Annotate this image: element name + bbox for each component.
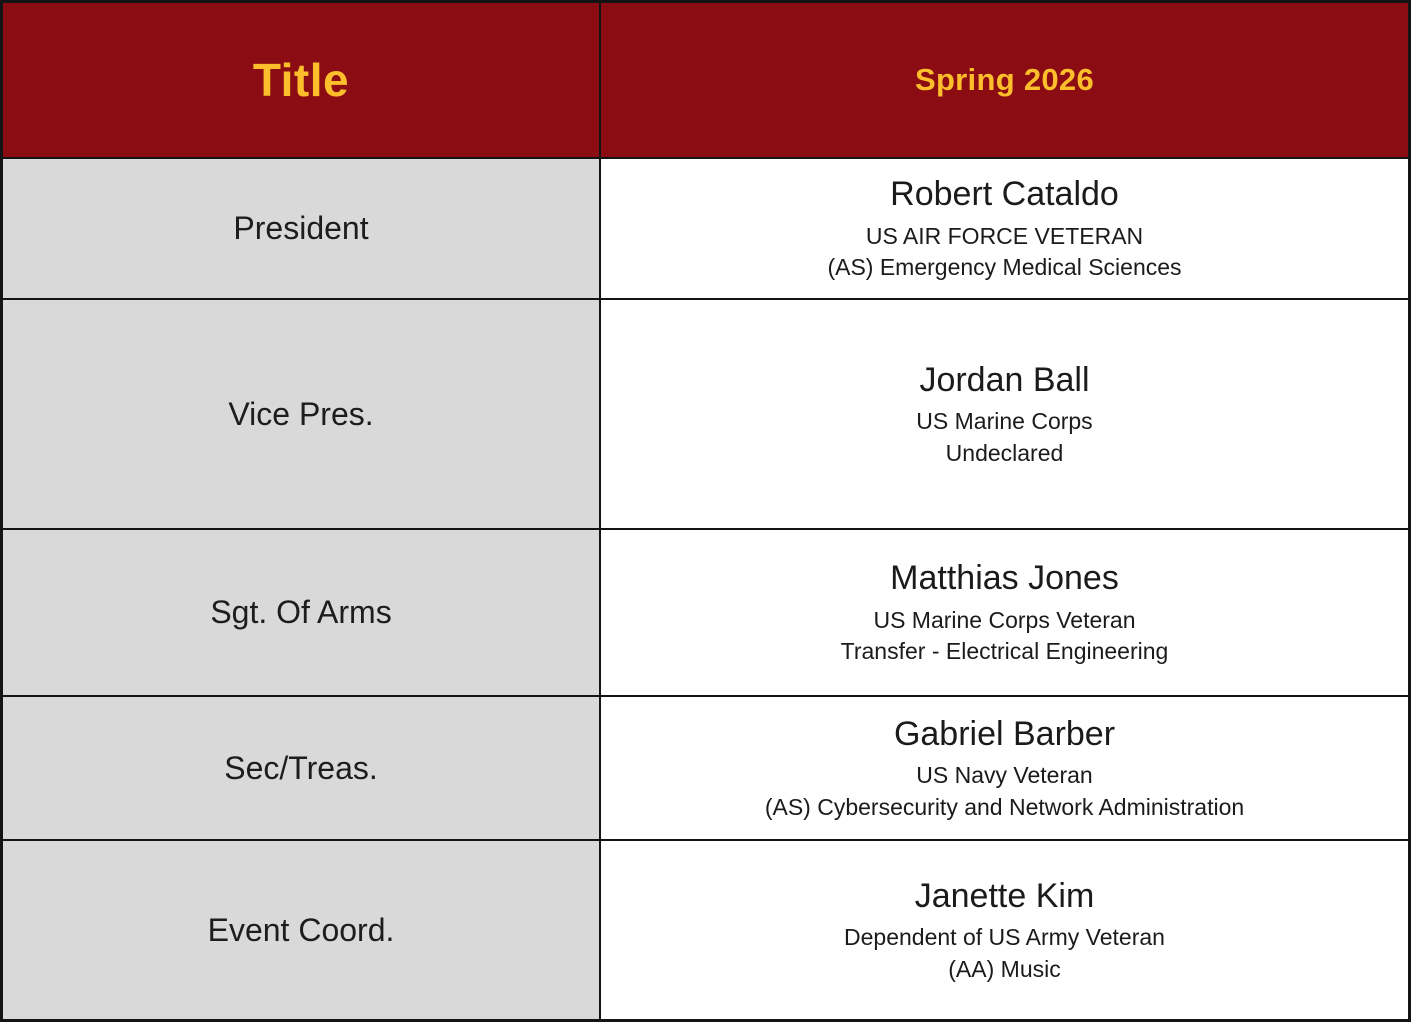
row-title-label: Vice Pres. [228, 395, 374, 432]
table-row-member-president: Robert Cataldo US AIR FORCE VETERAN (AS)… [601, 159, 1408, 300]
table-row-title-event-coord: Event Coord. [3, 841, 601, 1019]
member-program: Undeclared [945, 439, 1064, 466]
table-row-member-sec-treas: Gabriel Barber US Navy Veteran (AS) Cybe… [601, 697, 1408, 841]
member-program: (AS) Cybersecurity and Network Administr… [764, 793, 1245, 820]
column-header-title: Title [252, 54, 350, 106]
member-name: Jordan Ball [919, 360, 1090, 399]
table-row-member-event-coord: Janette Kim Dependent of US Army Veteran… [601, 841, 1408, 1019]
row-title-label: Sgt. Of Arms [210, 594, 392, 630]
member-name: Robert Cataldo [890, 175, 1119, 213]
member-service: US Marine Corps [916, 408, 1093, 435]
table-row-title-sgt-of-arms: Sgt. Of Arms [3, 530, 601, 697]
table-row-title-vice-pres: Vice Pres. [3, 300, 601, 530]
member-program: Transfer - Electrical Engineering [840, 638, 1169, 665]
member-program: (AS) Emergency Medical Sciences [827, 254, 1182, 281]
member-name: Matthias Jones [890, 559, 1119, 597]
row-title-label: Sec/Treas. [224, 749, 378, 786]
member-program: (AA) Music [948, 955, 1061, 982]
member-service: Dependent of US Army Veteran [844, 924, 1165, 951]
member-service: US AIR FORCE VETERAN [865, 222, 1144, 249]
row-title-label: President [233, 210, 369, 246]
header-cell-title: Title [3, 3, 601, 159]
table-row-title-president: President [3, 159, 601, 300]
header-cell-season: Spring 2026 [601, 3, 1408, 159]
member-name: Janette Kim [914, 876, 1095, 915]
member-service: US Navy Veteran [916, 762, 1093, 789]
table-row-member-sgt-of-arms: Matthias Jones US Marine Corps Veteran T… [601, 530, 1408, 697]
table-row-member-vice-pres: Jordan Ball US Marine Corps Undeclared [601, 300, 1408, 530]
member-service: US Marine Corps Veteran [873, 606, 1136, 633]
row-title-label: Event Coord. [207, 911, 395, 948]
column-header-season: Spring 2026 [914, 62, 1095, 97]
member-name: Gabriel Barber [893, 714, 1116, 753]
table-row-title-sec-treas: Sec/Treas. [3, 697, 601, 841]
